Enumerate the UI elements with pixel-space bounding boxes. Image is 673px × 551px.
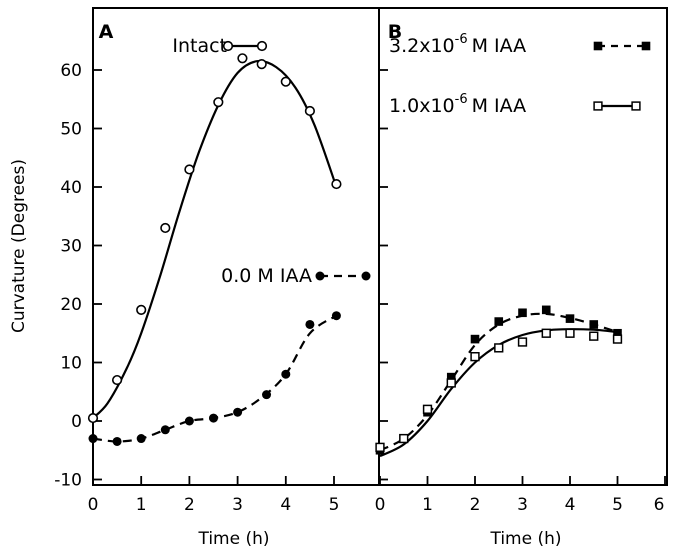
x-tick-label: 3 [517, 495, 528, 515]
legend-marker-iaa-3-2e-6 [593, 41, 603, 51]
y-tick-label: 40 [60, 178, 82, 198]
x-tick-label: 4 [280, 495, 291, 515]
data-point [233, 407, 243, 417]
data-point [541, 328, 551, 338]
legend-marker-intact [222, 40, 234, 52]
panel-b-frame [378, 7, 668, 486]
legend-marker-iaa-1-0e-6 [631, 101, 641, 111]
data-point [331, 178, 342, 190]
data-point [565, 328, 575, 338]
data-point [494, 343, 504, 353]
data-point [518, 308, 527, 318]
y-tick-label: 10 [60, 354, 82, 374]
x-axis-label: Time (h) [197, 529, 269, 549]
data-point [613, 328, 622, 338]
data-point [494, 317, 504, 326]
legend-exponent: -6 [455, 92, 468, 107]
data-point [305, 319, 315, 329]
legend-exponent: -6 [455, 32, 468, 47]
y-tick-label: -10 [54, 471, 82, 491]
x-tick-label: 0 [88, 495, 99, 515]
data-point [446, 372, 456, 382]
legend-base: 3.2x10 [389, 35, 455, 57]
series-intact [87, 53, 342, 424]
data-point [160, 425, 170, 435]
data-point [541, 305, 551, 315]
x-tick-label: 0 [375, 495, 386, 515]
series-iaa-1-0e-6 [375, 328, 623, 458]
data-point [112, 436, 122, 446]
data-point [612, 334, 623, 344]
data-point [213, 97, 224, 108]
y-tick-label: 20 [60, 295, 82, 315]
y-axis-label: Curvature (Degrees) [9, 159, 29, 333]
x-tick-label: 1 [136, 495, 147, 515]
data-point [237, 53, 248, 64]
series-iaa-3-2e-6 [375, 305, 622, 455]
data-point [262, 390, 272, 400]
data-point [87, 412, 99, 424]
data-point [470, 334, 480, 344]
legend-label-iaa-1-0e-6: 1.0x10-6 M IAA [389, 92, 526, 117]
legend-marker-iaa-1-0e-6 [593, 101, 603, 111]
series-line [92, 314, 338, 443]
data-point [160, 222, 171, 234]
data-point [256, 59, 267, 70]
legend-marker-zero-iaa [361, 271, 371, 281]
data-point [88, 434, 98, 444]
legend-marker-iaa-3-2e-6 [641, 41, 651, 51]
legend-label-intact: Intact [172, 35, 227, 57]
y-tick-label: 60 [60, 61, 82, 81]
data-point [184, 416, 194, 426]
data-point [136, 304, 147, 315]
data-point [446, 378, 456, 388]
y-tick-label: 0 [71, 412, 82, 432]
data-point [422, 404, 433, 414]
data-point [589, 331, 599, 341]
series-zero-iaa [88, 311, 341, 446]
legend-unit: M IAA [472, 95, 527, 117]
data-point [331, 311, 341, 321]
legend-base: 1.0x10 [389, 95, 455, 117]
panel-label-b: B [388, 21, 402, 43]
data-point [375, 442, 385, 452]
y-tick-label: 30 [60, 237, 82, 257]
legend-marker-zero-iaa [315, 271, 325, 281]
x-tick-label: 5 [329, 495, 340, 515]
series-line [92, 59, 338, 419]
x-tick-label: 1 [422, 495, 433, 515]
x-axis-label: Time (h) [489, 529, 561, 549]
legend-unit: M IAA [472, 35, 527, 57]
data-point [281, 369, 291, 379]
data-point [517, 337, 528, 347]
data-point [589, 320, 599, 329]
data-point [136, 434, 146, 444]
y-tick-label: 50 [60, 120, 82, 140]
data-point [470, 352, 480, 362]
legend-label-iaa-3-2e-6: 3.2x10-6 M IAA [389, 32, 526, 57]
legend-marker-intact [256, 40, 268, 52]
x-tick-label: 5 [612, 495, 623, 515]
panel-label-a: A [99, 21, 114, 43]
data-point [111, 374, 123, 386]
data-point [304, 105, 316, 117]
data-point [399, 433, 409, 444]
x-tick-label: 2 [470, 495, 481, 515]
panel-a: -10 0 10 20 30 40 50 60 0 1 2 3 4 5 Time (h) Curvature … [9, 7, 380, 549]
x-tick-label: 4 [565, 495, 576, 515]
legend-label-zero-iaa: 0.0 M IAA [221, 265, 312, 287]
data-point [280, 76, 291, 87]
data-point [565, 314, 575, 323]
series-line [379, 312, 618, 452]
data-point [184, 164, 195, 175]
x-tick-label: 2 [184, 495, 195, 515]
x-tick-label: 6 [654, 495, 665, 515]
x-tick-label: 3 [232, 495, 243, 515]
data-point [209, 413, 218, 423]
